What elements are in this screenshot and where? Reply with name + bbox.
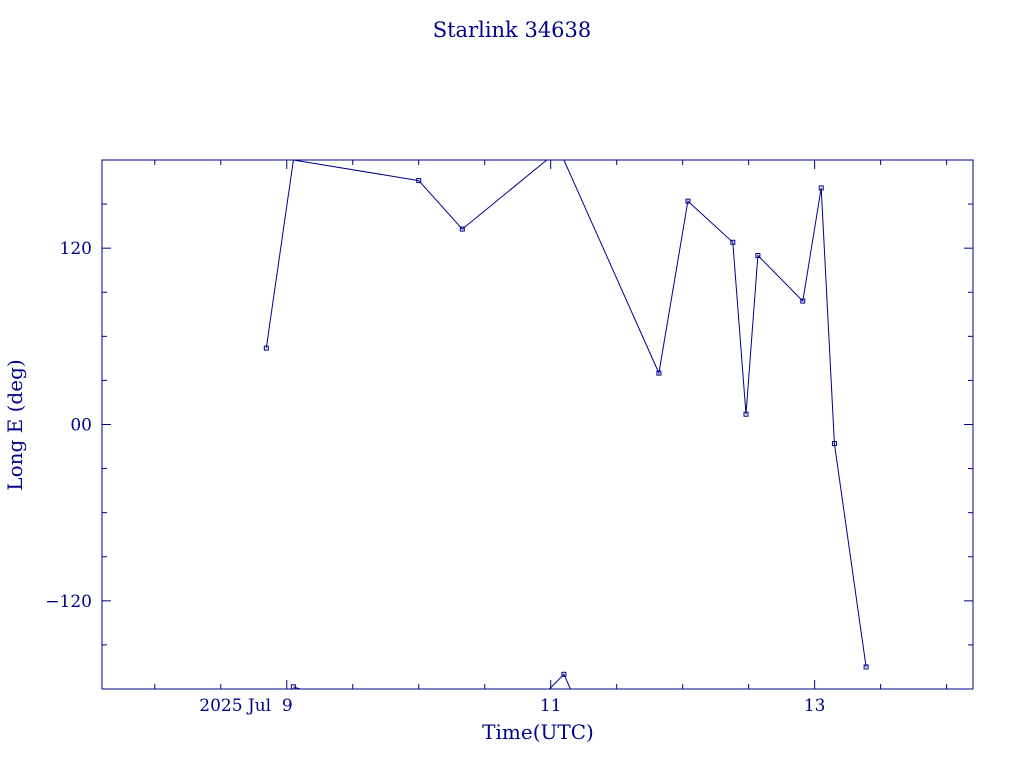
series-longitude [265,160,867,689]
data-point [730,239,736,245]
chart-title: Starlink 34638 [433,18,592,42]
data-point [800,298,806,304]
series-line-segment [265,160,294,349]
data-point [831,441,837,447]
data-point [743,411,749,417]
x-axis-label: Time(UTC) [482,720,594,744]
x-tick-label: 11 [540,696,562,716]
y-tick-label: 00 [70,416,92,436]
tick-labels: 2025 Jul 9 11 13 120 00 −120 [45,239,825,716]
series-line-segment [549,673,571,689]
series-line-segment [293,160,548,230]
series-markers [263,178,869,689]
data-point [818,185,824,191]
data-point [416,178,422,184]
x-tick-label: 13 [804,696,826,716]
series-line-segment [563,160,867,668]
plot-frame [101,159,974,690]
data-point [656,370,662,376]
data-point [685,198,691,204]
x-tick-label: 2025 Jul 9 [199,696,293,716]
data-point [263,345,269,351]
y-axis-label: Long E (deg) [3,359,27,490]
data-point [459,226,465,232]
data-point [561,671,567,677]
y-tick-label: 120 [60,239,92,259]
data-point [863,664,869,670]
axis-ticks [102,160,973,689]
y-tick-label: −120 [45,592,92,612]
data-point [755,253,761,259]
